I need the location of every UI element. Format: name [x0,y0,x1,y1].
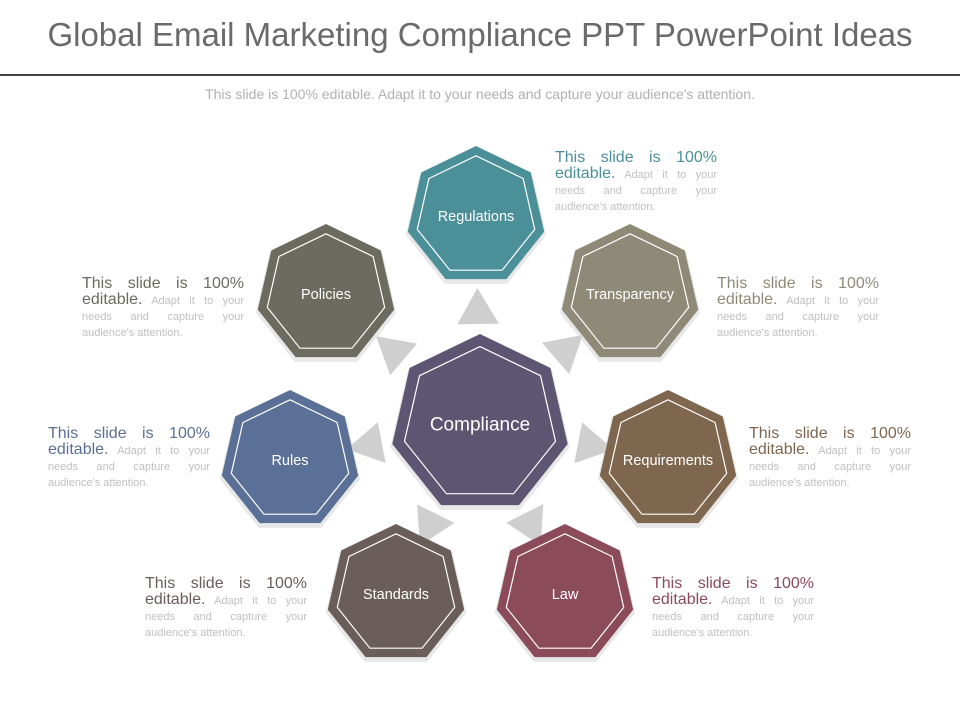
node-rules-label: Rules [271,453,308,469]
node-policies-label: Policies [301,287,351,303]
node-standards-label: Standards [363,587,429,603]
center-node-compliance: Compliance [390,334,570,510]
description-body: Adapt it to your needs and capture your … [82,295,244,339]
description-heading: This slide is 100% editable. [749,425,911,458]
node-requirements-label: Requirements [623,453,713,469]
node-rules: Rules [219,390,361,528]
description-transparency: This slide is 100% editable. Adapt it to… [717,276,879,340]
arrow-triangle [457,288,499,325]
node-regulations-label: Regulations [438,209,515,225]
node-standards: Standards [325,524,467,662]
arrow-triangle [376,336,417,376]
title-divider [0,74,960,76]
description-rules: This slide is 100% editable. Adapt it to… [48,426,210,490]
description-heading: This slide is 100% editable. [717,275,879,308]
slide-subtitle: This slide is 100% editable. Adapt it to… [205,86,755,102]
arrow-triangle [417,504,455,546]
description-body: Adapt it to your needs and capture your … [652,595,814,639]
description-heading: This slide is 100% editable. [652,575,814,608]
node-transparency: Transparency [559,224,701,362]
node-law-label: Law [552,587,579,603]
description-requirements: This slide is 100% editable. Adapt it to… [749,426,911,490]
arrow-triangle [542,334,583,375]
arrow-triangle [506,504,544,546]
description-body: Adapt it to your needs and capture your … [749,445,911,489]
description-body: Adapt it to your needs and capture your … [717,295,879,339]
arrow-triangle [346,422,386,463]
description-regulations: This slide is 100% editable. Adapt it to… [555,150,717,214]
description-law: This slide is 100% editable. Adapt it to… [652,576,814,640]
description-standards: This slide is 100% editable. Adapt it to… [145,576,307,640]
node-requirements: Requirements [597,390,739,528]
center-node-compliance-label: Compliance [430,415,530,436]
node-policies: Policies [255,224,397,362]
description-body: Adapt it to your needs and capture your … [48,445,210,489]
node-regulations: Regulations [405,146,547,284]
node-transparency-label: Transparency [586,287,675,303]
description-heading: This slide is 100% editable. [555,149,717,182]
description-heading: This slide is 100% editable. [48,425,210,458]
description-body: Adapt it to your needs and capture your … [555,169,717,213]
description-policies: This slide is 100% editable. Adapt it to… [82,276,244,340]
description-heading: This slide is 100% editable. [82,275,244,308]
description-heading: This slide is 100% editable. [145,575,307,608]
slide-title: Global Email Marketing Compliance PPT Po… [47,16,913,53]
description-body: Adapt it to your needs and capture your … [145,595,307,639]
node-law: Law [494,524,636,662]
